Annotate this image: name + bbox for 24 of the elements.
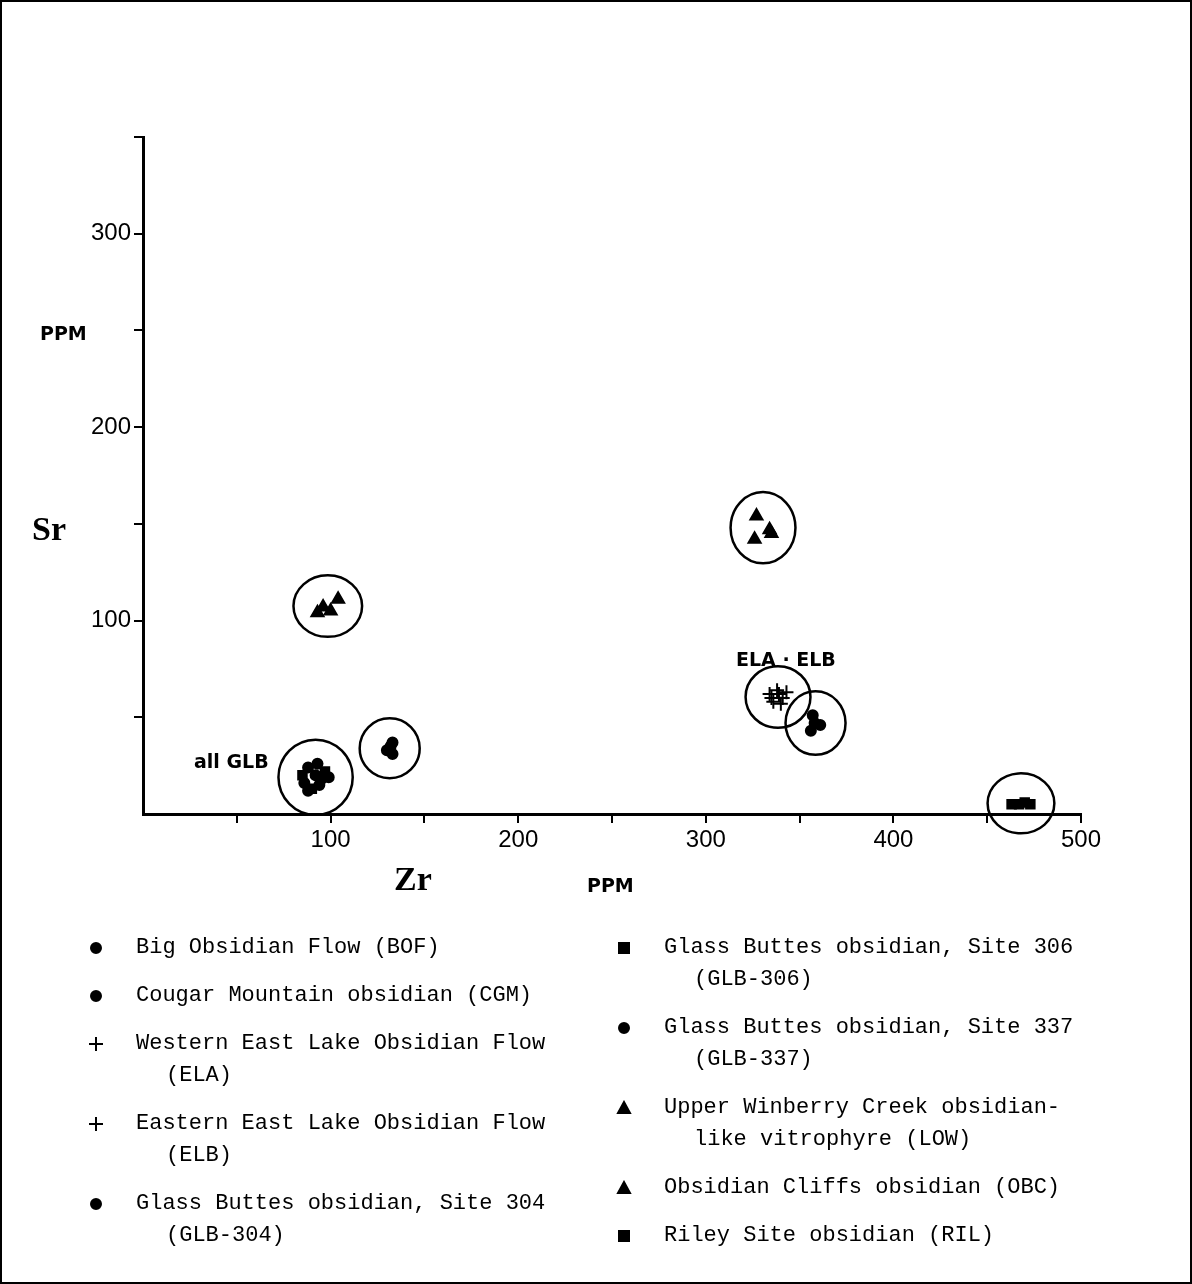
legend-label: Glass Buttes obsidian, Site 304 (GLB-304) bbox=[136, 1190, 547, 1250]
legend-label: Eastern East Lake Obsidian Flow (ELB) bbox=[136, 1110, 547, 1170]
legend-label: Upper Winberry Creek obsidian-like vitrophyre (LOW) bbox=[664, 1094, 1062, 1154]
y-tick-label: 200 bbox=[90, 411, 131, 439]
legend-label: Cougar Mountain obsidian (CGM) bbox=[136, 982, 534, 1010]
legend-label: Obsidian Cliffs obsidian (OBC) bbox=[664, 1174, 1062, 1202]
annotation: ELA · ELB bbox=[736, 648, 836, 670]
x-tick-label: 200 bbox=[498, 825, 539, 853]
x-tick-label: 100 bbox=[310, 825, 351, 853]
y-tick-label: 100 bbox=[90, 605, 131, 633]
legend-label: Glass Buttes obsidian, Site 337 (GLB-337) bbox=[664, 1014, 1075, 1074]
legend-label: Big Obsidian Flow (BOF) bbox=[136, 934, 441, 962]
x-tick-label: 500 bbox=[1060, 825, 1102, 853]
y-tick-label: 300 bbox=[90, 218, 131, 246]
legend-label: Riley Site obsidian (RIL) bbox=[664, 1222, 996, 1250]
text: PPM bbox=[40, 322, 87, 344]
legend-label: Glass Buttes obsidian, Site 306 (GLB-306) bbox=[664, 934, 1075, 994]
text: PPM bbox=[587, 874, 634, 896]
x-axis-title: Zr bbox=[394, 860, 432, 898]
y-axis-title: Sr bbox=[32, 510, 66, 548]
legend-label: Western East Lake Obsidian Flow (ELA) bbox=[136, 1030, 547, 1090]
annotation: all GLB bbox=[194, 750, 269, 772]
x-tick-label: 400 bbox=[873, 825, 914, 853]
x-tick-label: 300 bbox=[685, 825, 726, 853]
